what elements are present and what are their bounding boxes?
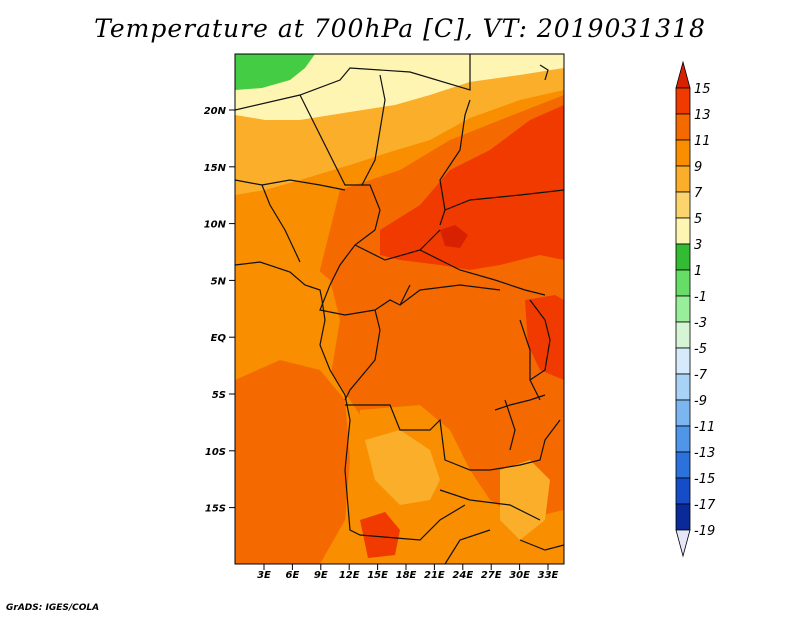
colorbar-label: -7 [694, 368, 708, 383]
field-verypale-north [235, 54, 564, 120]
field-warm-southwest [235, 360, 350, 564]
colorbar-label: -19 [694, 524, 715, 539]
colorbar-top-arrow [675, 60, 691, 89]
map-title: Temperature at 700hPa [C], VT: 201903131… [94, 14, 706, 43]
field-hot-band [380, 105, 564, 270]
field-hot-lakes [525, 295, 564, 380]
lon-label: 3E [257, 570, 271, 581]
colorbar-segment [675, 373, 691, 401]
colorbar-segment [675, 113, 691, 141]
map-frame [234, 53, 565, 565]
lat-label: 15N [204, 163, 227, 174]
lon-label: 21E [424, 570, 445, 581]
field-hot-southwest [360, 512, 400, 558]
temperature-field [235, 54, 564, 564]
colorbar-label: -1 [694, 290, 707, 305]
lon-label: 24E [452, 570, 473, 581]
colorbar-label: -17 [694, 498, 716, 513]
colorbar-segment [675, 451, 691, 479]
colorbar-segment [675, 295, 691, 323]
lat-label: 15S [205, 504, 226, 515]
colorbar-segment [675, 399, 691, 427]
colorbar-label: 9 [694, 160, 702, 175]
colorbar-label: 11 [694, 134, 711, 149]
colorbar-label: 1 [694, 264, 702, 279]
colorbar-segment [675, 139, 691, 167]
field-midlight-south [365, 430, 440, 505]
colorbar-segment [675, 87, 691, 115]
colorbar-label: 5 [694, 212, 702, 227]
colorbar-segment [675, 191, 691, 219]
colorbar-segment [675, 217, 691, 245]
colorbar-segment [675, 321, 691, 349]
lat-label: 20N [204, 106, 227, 117]
longitude-axis: 3E 6E 9E 12E 15E 18E 21E 24E 27E 30E 33E [257, 564, 559, 581]
lon-label: 18E [396, 570, 417, 581]
lat-label: EQ [211, 333, 227, 344]
colorbar-segment [675, 243, 691, 271]
lon-label: 33E [538, 570, 559, 581]
coastlines [235, 64, 551, 471]
lon-label: 15E [367, 570, 388, 581]
lon-label: 27E [481, 570, 502, 581]
colorbar-segment [675, 347, 691, 375]
field-hottest-core [440, 225, 468, 248]
colorbar-label: -9 [694, 394, 707, 409]
field-midlight-east [500, 460, 550, 540]
colorbar-segment [675, 425, 691, 453]
field-green-patch [235, 54, 315, 90]
field-midlight-band [235, 68, 564, 195]
colorbar-segment [675, 165, 691, 193]
lat-label: 10S [205, 447, 226, 458]
lon-label: 12E [339, 570, 360, 581]
grads-credit: GrADS: IGES/COLA [6, 603, 100, 613]
colorbar-label: 13 [694, 108, 711, 123]
colorbar-label: -5 [694, 342, 707, 357]
colorbar-label: -3 [694, 316, 707, 331]
colorbar-bottom-arrow [675, 529, 691, 558]
lat-label: 5S [212, 390, 226, 401]
colorbar-label: -13 [694, 446, 715, 461]
latitude-axis: 20N 15N 10N 5N EQ 5S 10S 15S [204, 106, 235, 515]
colorbar-label: 7 [694, 186, 703, 201]
lon-label: 9E [314, 570, 328, 581]
lon-label: 6E [286, 570, 300, 581]
colorbar-segment [675, 477, 691, 505]
colorbar-label: 15 [694, 82, 711, 97]
country-borders [235, 54, 564, 564]
colorbar-label: 3 [694, 238, 702, 253]
lat-label: 10N [204, 220, 227, 231]
lat-label: 5N [211, 276, 227, 287]
colorbar-label: -15 [694, 472, 715, 487]
colorbar-segment [675, 503, 691, 531]
lon-label: 30E [509, 570, 530, 581]
colorbar: 15 13 11 9 7 5 3 1 -1 -3 -5 -7 -9 -11 -13 -15 -17 -19 [675, 60, 716, 558]
colorbar-label: -11 [694, 420, 715, 435]
colorbar-segment [675, 269, 691, 297]
